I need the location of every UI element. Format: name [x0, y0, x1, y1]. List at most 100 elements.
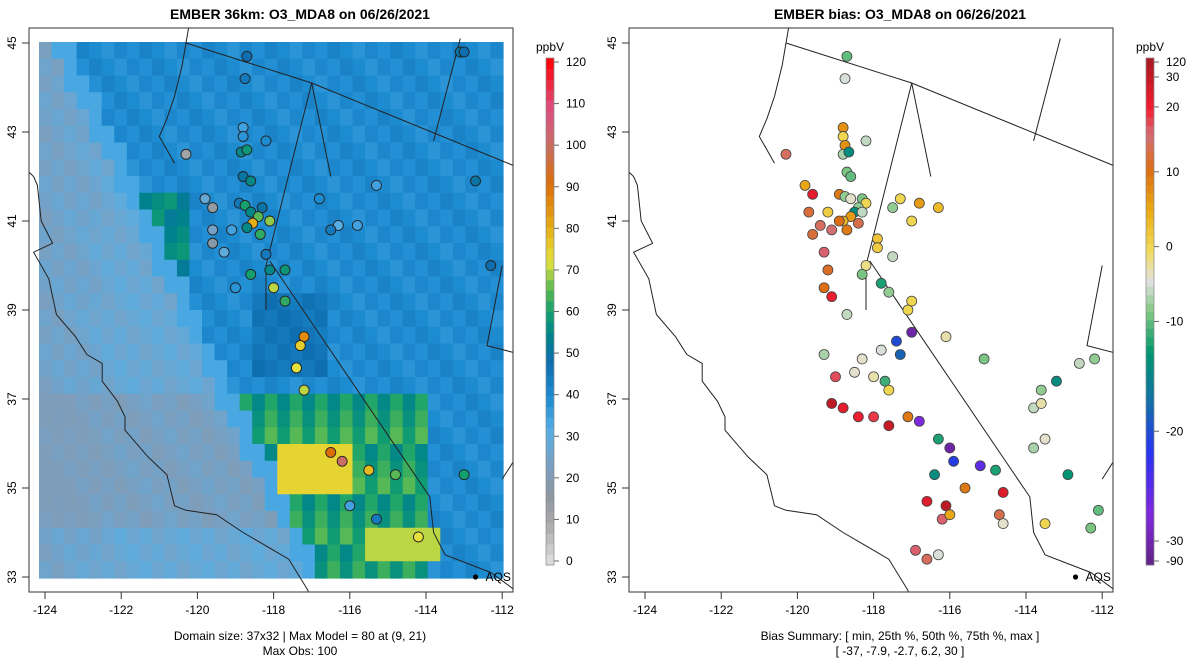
grid-cell	[365, 310, 379, 328]
grid-cell	[76, 92, 90, 110]
grid-cell	[101, 192, 115, 211]
station-marker	[371, 179, 382, 191]
grid-cell	[477, 427, 492, 445]
grid-cell	[415, 259, 429, 278]
grid-cell	[477, 176, 492, 194]
grid-cell	[427, 226, 441, 244]
bias-station-marker	[944, 442, 956, 454]
grid-cell	[64, 42, 78, 60]
grid-cell	[352, 561, 366, 579]
grid-cell	[327, 58, 341, 77]
grid-cell	[64, 176, 78, 194]
grid-cell	[239, 92, 253, 110]
grid-cell	[402, 310, 416, 328]
grid-cell	[101, 310, 115, 328]
bias-colorbar-segment	[1146, 336, 1154, 346]
model-colorbar-segment	[546, 343, 554, 355]
grid-cell	[139, 527, 153, 546]
grid-cell	[402, 494, 416, 512]
model-colorbar-tick-label: 10	[566, 512, 580, 526]
grid-cell	[377, 142, 391, 160]
grid-cell	[289, 125, 303, 144]
grid-cell	[139, 511, 153, 529]
grid-cell	[390, 494, 404, 512]
grid-cell	[114, 75, 128, 93]
grid-cell	[427, 477, 441, 495]
grid-cell	[176, 209, 191, 227]
model-aqs-legend-label: AQS	[486, 570, 511, 584]
model-colorbar-segment	[546, 153, 554, 165]
grid-cell	[214, 427, 228, 445]
grid-cell	[377, 293, 391, 311]
station-marker	[260, 248, 272, 260]
grid-cell	[202, 393, 216, 412]
bias-colorbar-tick-label: 20	[1166, 100, 1180, 114]
grid-cell	[415, 343, 429, 361]
bias-colorbar-segment	[1146, 176, 1154, 186]
model-colorbar-segment	[546, 438, 554, 450]
grid-cell	[302, 511, 316, 529]
grid-cell	[390, 192, 404, 211]
bias-y-tick-label: 37	[605, 392, 619, 406]
station-marker	[256, 202, 268, 214]
grid-cell	[490, 92, 504, 110]
grid-cell	[114, 527, 128, 546]
grid-cell	[352, 511, 366, 529]
grid-cell	[101, 444, 115, 462]
grid-cell	[126, 192, 140, 211]
grid-cell	[39, 243, 53, 261]
grid-cell	[339, 511, 354, 529]
bias-station-marker	[929, 469, 940, 481]
grid-cell	[352, 310, 366, 328]
grid-cell	[202, 159, 216, 177]
grid-cell	[302, 142, 316, 160]
grid-cell	[327, 75, 341, 93]
grid-cell	[151, 494, 166, 512]
grid-cell	[101, 511, 115, 529]
grid-cell	[39, 393, 53, 412]
grid-cell	[452, 377, 466, 395]
grid-cell	[302, 427, 316, 445]
bias-station-marker	[932, 202, 944, 214]
grid-cell	[227, 561, 241, 579]
grid-cell	[477, 293, 492, 311]
grid-cell	[164, 293, 178, 311]
grid-cell	[365, 142, 379, 160]
grid-cell	[76, 243, 90, 261]
grid-cell	[314, 477, 329, 495]
grid-cell	[289, 159, 303, 177]
grid-cell	[415, 326, 429, 345]
bias-station-marker	[891, 335, 902, 347]
grid-cell	[151, 393, 166, 412]
grid-cell	[314, 377, 329, 395]
grid-cell	[427, 393, 441, 412]
grid-cell	[214, 494, 228, 512]
grid-cell	[289, 42, 303, 60]
grid-cell	[440, 444, 454, 462]
grid-cell	[51, 561, 65, 579]
grid-cell	[252, 92, 266, 110]
grid-cell	[89, 544, 103, 562]
bias-colorbar-segment	[1146, 319, 1154, 329]
grid-cell	[440, 326, 454, 345]
grid-cell	[365, 393, 379, 412]
grid-cell	[440, 192, 454, 211]
grid-cell	[339, 75, 354, 93]
grid-cell	[465, 561, 479, 579]
model-state-border	[265, 82, 313, 310]
grid-cell	[151, 176, 166, 194]
grid-cell	[427, 427, 441, 445]
grid-cell	[202, 58, 216, 77]
grid-cell	[465, 42, 479, 60]
grid-cell	[390, 511, 404, 529]
grid-cell	[415, 92, 429, 110]
grid-cell	[164, 494, 178, 512]
grid-cell	[76, 360, 90, 378]
grid-cell	[164, 42, 178, 60]
grid-cell	[427, 75, 441, 93]
grid-cell	[427, 176, 441, 194]
bias-station-marker	[894, 193, 906, 205]
grid-cell	[377, 460, 391, 479]
grid-cell	[39, 125, 53, 144]
grid-cell	[390, 427, 404, 445]
